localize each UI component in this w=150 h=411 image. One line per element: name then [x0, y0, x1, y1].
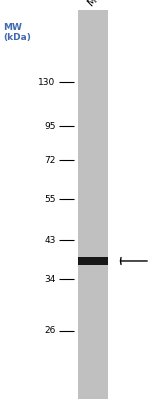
- Text: 26: 26: [44, 326, 56, 335]
- Text: 130: 130: [38, 78, 56, 87]
- Text: 55: 55: [44, 195, 56, 204]
- Text: 34: 34: [44, 275, 56, 284]
- Text: 95: 95: [44, 122, 56, 131]
- Text: Mouse brain: Mouse brain: [86, 0, 135, 8]
- Text: 72: 72: [44, 156, 56, 165]
- Text: 43: 43: [44, 236, 56, 245]
- Bar: [78, 10, 108, 399]
- Bar: [78, 257, 108, 265]
- Text: MW
(kDa): MW (kDa): [3, 23, 31, 42]
